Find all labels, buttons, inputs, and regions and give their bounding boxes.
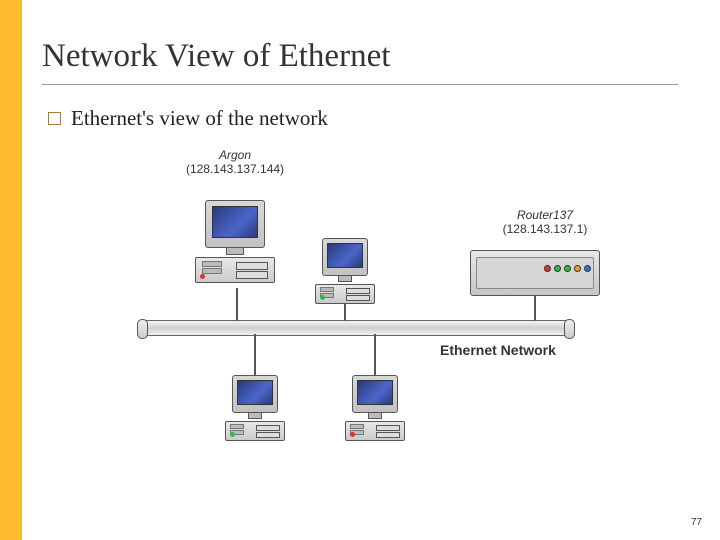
- bus-terminator-right: [564, 319, 575, 339]
- desktop-box-icon: [315, 284, 375, 304]
- tap-pc4: [374, 334, 376, 376]
- bullet-marker: [48, 112, 61, 125]
- monitor-icon: [352, 375, 398, 413]
- router-front-panel: [476, 257, 594, 289]
- monitor-icon: [232, 375, 278, 413]
- page-title: Network View of Ethernet: [42, 38, 390, 75]
- tap-pc3: [254, 334, 256, 376]
- screen-icon: [327, 243, 363, 268]
- power-led-icon: [320, 295, 325, 300]
- screen-icon: [212, 206, 258, 238]
- desktop-box-icon: [345, 421, 405, 441]
- node-argon: [195, 200, 275, 283]
- monitor-stand-icon: [368, 412, 382, 419]
- argon-name: Argon: [170, 148, 300, 162]
- node-pc3: [225, 375, 285, 441]
- monitor-icon: [205, 200, 265, 248]
- ethernet-network-label: Ethernet Network: [440, 342, 556, 358]
- bus-terminator-left: [137, 319, 148, 339]
- monitor-icon: [322, 238, 368, 276]
- router-led-icon: [564, 265, 571, 272]
- router-led-icon: [584, 265, 591, 272]
- router-led-icon: [544, 265, 551, 272]
- node-pc4: [345, 375, 405, 441]
- network-diagram: Argon (128.143.137.144) Router137 (128.1…: [140, 140, 660, 470]
- node-router: [470, 250, 600, 296]
- desktop-box-icon: [225, 421, 285, 441]
- screen-icon: [357, 380, 393, 405]
- bullet-text: Ethernet's view of the network: [71, 106, 328, 131]
- monitor-stand-icon: [226, 247, 244, 255]
- router-led-icon: [554, 265, 561, 272]
- router-name: Router137: [475, 208, 615, 222]
- argon-label: Argon (128.143.137.144): [170, 148, 300, 177]
- router-label: Router137 (128.143.137.1): [475, 208, 615, 237]
- power-led-icon: [200, 274, 205, 279]
- ethernet-bus: [140, 320, 572, 336]
- bullet-item: Ethernet's view of the network: [48, 106, 328, 131]
- power-led-icon: [350, 432, 355, 437]
- node-pc2: [315, 238, 375, 304]
- title-underline: [42, 84, 678, 85]
- monitor-stand-icon: [338, 275, 352, 282]
- tap-router: [534, 296, 536, 321]
- accent-sidebar: [0, 0, 22, 540]
- page-number: 77: [691, 517, 702, 528]
- desktop-box-icon: [195, 257, 275, 283]
- tap-argon: [236, 288, 238, 321]
- router-led-icon: [574, 265, 581, 272]
- router-ip: (128.143.137.1): [475, 222, 615, 236]
- screen-icon: [237, 380, 273, 405]
- argon-ip: (128.143.137.144): [170, 162, 300, 176]
- power-led-icon: [230, 432, 235, 437]
- router-leds: [544, 265, 591, 272]
- monitor-stand-icon: [248, 412, 262, 419]
